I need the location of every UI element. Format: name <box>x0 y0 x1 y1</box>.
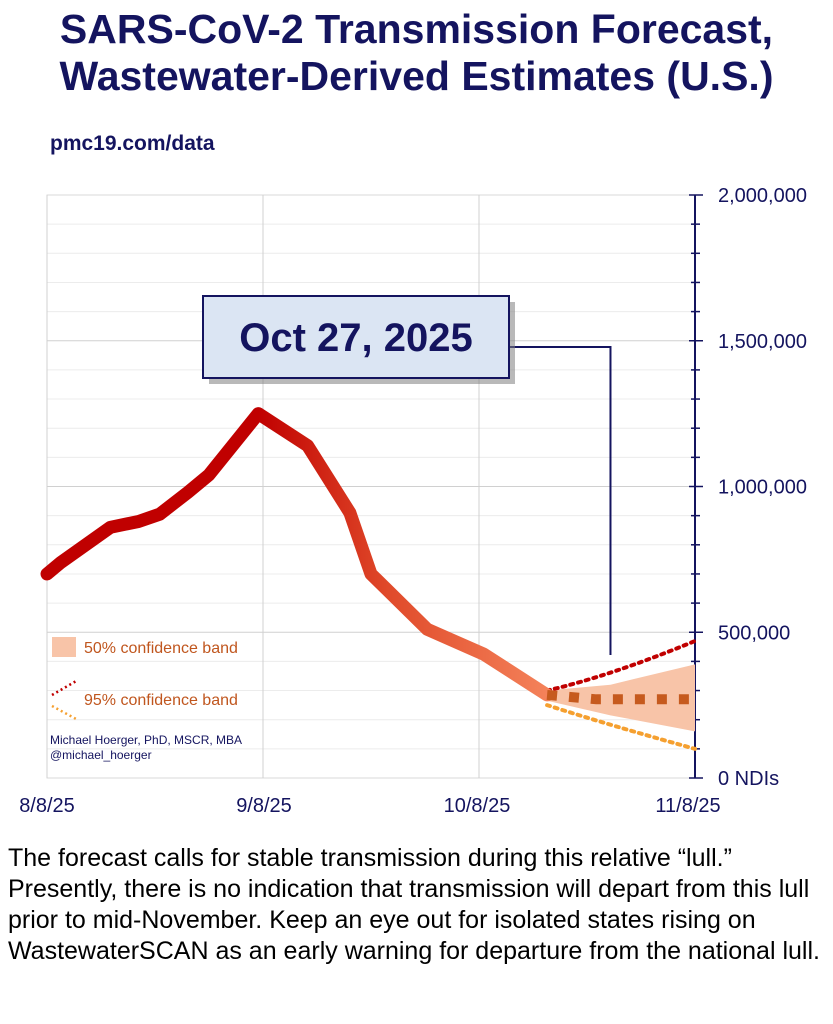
chart-title-line-2: Wastewater-Derived Estimates (U.S.) <box>59 53 774 99</box>
credit-handle: @michael_hoerger <box>50 748 152 762</box>
annotation-leader-line <box>508 346 612 655</box>
x-tick-label: 11/8/25 <box>655 795 720 817</box>
forecast-series-line <box>546 689 695 705</box>
legend-swatch-95-upper <box>51 678 79 697</box>
confidence-band-95-lower <box>545 703 697 751</box>
observed-series-line <box>40 407 554 702</box>
source-url: pmc19.com/data <box>50 132 215 155</box>
y-tick-label: 500,000 <box>718 622 790 644</box>
transmission-chart: 2,000,000 1,500,000 1,000,000 500,000 0 NDIs… <box>19 185 807 817</box>
legend-swatch-50 <box>52 637 76 657</box>
chart-title-line-1: SARS-CoV-2 Transmission Forecast, <box>59 6 774 52</box>
y-tick-label: 1,500,000 <box>718 331 807 353</box>
confidence-band-95-upper <box>545 638 697 693</box>
x-tick-label: 8/8/25 <box>19 795 75 817</box>
annotation-box <box>202 295 510 379</box>
y-tick-label: 1,000,000 <box>718 477 807 499</box>
chart-title: SARS-CoV-2 Transmission Forecast, Wastew… <box>0 6 833 100</box>
y-tick-label: 0 NDIs <box>718 768 779 790</box>
legend-label-50: 50% confidence band <box>84 640 238 657</box>
chart-caption: The forecast calls for stable transmissi… <box>8 844 820 965</box>
x-tick-label: 9/8/25 <box>236 795 292 817</box>
annotation-date: Oct 27, 2025 <box>239 316 473 360</box>
x-tick-label: 10/8/25 <box>444 795 511 817</box>
credit-name: Michael Hoerger, PhD, MSCR, MBA <box>50 733 242 747</box>
y-tick-label: 2,000,000 <box>718 185 807 207</box>
legend-label-95: 95% confidence band <box>84 692 238 709</box>
